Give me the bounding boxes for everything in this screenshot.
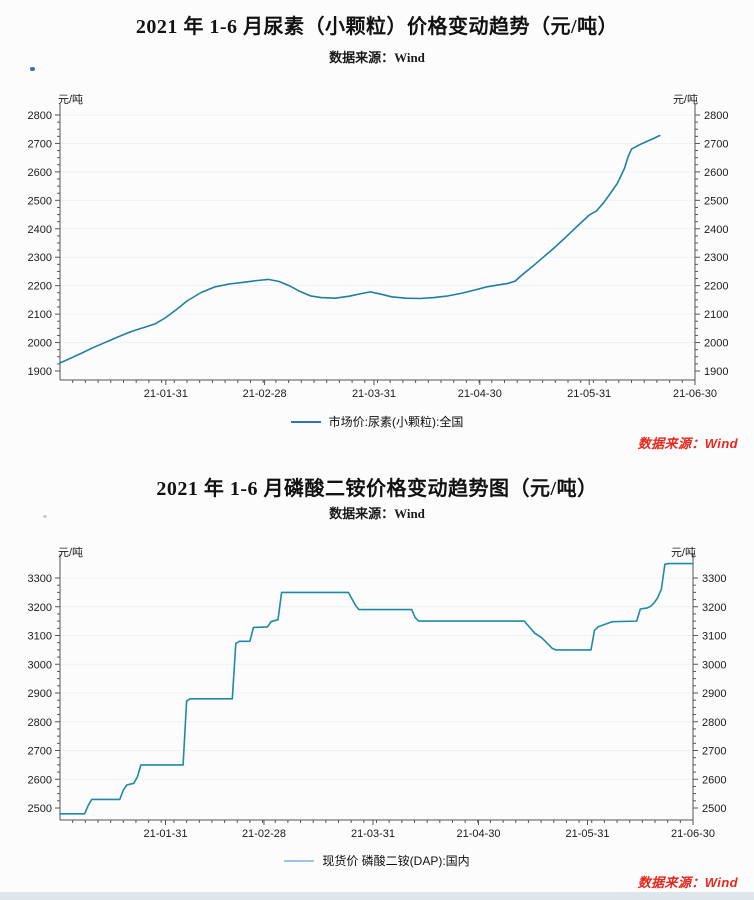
svg-text:2500: 2500 bbox=[28, 195, 52, 207]
axis-unit-labels: 元/吨 元/吨 bbox=[58, 93, 698, 106]
svg-text:2400: 2400 bbox=[704, 224, 728, 236]
svg-text:1900: 1900 bbox=[704, 366, 728, 378]
svg-text:2600: 2600 bbox=[702, 774, 726, 786]
svg-text:21-06-30: 21-06-30 bbox=[673, 388, 717, 400]
svg-text:2800: 2800 bbox=[704, 110, 728, 122]
svg-text:21-03-31: 21-03-31 bbox=[351, 828, 395, 840]
svg-text:2400: 2400 bbox=[28, 224, 52, 236]
svg-text:元/吨: 元/吨 bbox=[58, 93, 83, 106]
dap-price-line-plot: 2500 2500 2600 2600 2700 2700 2800 2800 2900 2900… bbox=[28, 546, 727, 840]
svg-text:2000: 2000 bbox=[28, 338, 52, 350]
svg-text:21-01-31: 21-01-31 bbox=[143, 828, 187, 840]
svg-text:1900: 1900 bbox=[28, 366, 52, 378]
svg-text:3100: 3100 bbox=[702, 631, 726, 643]
urea-chart-subtitle: 数据来源：Wind bbox=[329, 50, 425, 65]
svg-text:2700: 2700 bbox=[704, 138, 728, 150]
dap-legend-label: 现货价 磷酸二铵(DAP):国内 bbox=[322, 854, 470, 868]
svg-text:2300: 2300 bbox=[28, 252, 52, 264]
svg-text:2800: 2800 bbox=[28, 110, 52, 122]
x-axis-ticks: 21-01-31 21-02-28 21-03-31 21-04-30 21-05-31… bbox=[72, 380, 717, 400]
urea-price-line-plot: 1900 1900 2000 2000 2100 2100 2200 2200 2300 2300… bbox=[28, 93, 729, 400]
svg-text:2800: 2800 bbox=[28, 717, 52, 729]
svg-text:21-02-28: 21-02-28 bbox=[242, 828, 286, 840]
gridlines bbox=[60, 577, 693, 780]
svg-text:2800: 2800 bbox=[702, 717, 726, 729]
svg-text:2600: 2600 bbox=[28, 774, 52, 786]
svg-text:3300: 3300 bbox=[702, 573, 726, 585]
dap-legend: 现货价 磷酸二铵(DAP):国内 bbox=[0, 852, 754, 869]
price-line-series bbox=[59, 562, 694, 815]
svg-text:3200: 3200 bbox=[28, 602, 52, 614]
y-axis-ticks: 1900 1900 2000 2000 2100 2100 2200 2200 2300 2300… bbox=[28, 110, 729, 378]
svg-text:2200: 2200 bbox=[28, 281, 52, 293]
gridlines bbox=[60, 114, 695, 344]
svg-text:21-05-31: 21-05-31 bbox=[567, 388, 611, 400]
svg-text:2700: 2700 bbox=[28, 746, 52, 758]
scan-artifact-dot bbox=[30, 67, 35, 71]
svg-text:元/吨: 元/吨 bbox=[673, 93, 698, 106]
legend-line-icon bbox=[290, 420, 321, 423]
svg-text:2900: 2900 bbox=[702, 688, 726, 700]
svg-text:21-06-30: 21-06-30 bbox=[671, 828, 715, 840]
svg-text:2100: 2100 bbox=[704, 309, 728, 321]
svg-text:21-04-30: 21-04-30 bbox=[456, 828, 500, 840]
svg-text:元/吨: 元/吨 bbox=[58, 546, 83, 559]
urea-chart-title: 2021 年 1-6 月尿素（小颗粒）价格变动趋势（元/吨） bbox=[135, 16, 619, 38]
svg-text:2600: 2600 bbox=[28, 167, 52, 179]
svg-text:2500: 2500 bbox=[28, 803, 52, 815]
urea-data-source-note: 数据来源：Wind bbox=[637, 436, 738, 451]
axis-unit-labels: 元/吨 元/吨 bbox=[58, 546, 696, 559]
page-bottom-strip bbox=[0, 892, 754, 900]
svg-text:2600: 2600 bbox=[704, 167, 728, 179]
svg-text:3300: 3300 bbox=[28, 573, 52, 585]
svg-text:3000: 3000 bbox=[28, 659, 52, 671]
dap-chart-title: 2021 年 1-6 月磷酸二铵价格变动趋势图（元/吨） bbox=[156, 478, 598, 500]
dap-data-source-note: 数据来源：Wind bbox=[637, 875, 738, 890]
svg-text:21-03-31: 21-03-31 bbox=[352, 388, 396, 400]
svg-text:3100: 3100 bbox=[28, 631, 52, 643]
svg-text:2100: 2100 bbox=[28, 309, 52, 321]
svg-text:元/吨: 元/吨 bbox=[671, 546, 696, 559]
svg-text:2000: 2000 bbox=[704, 338, 728, 350]
svg-text:2300: 2300 bbox=[704, 252, 728, 264]
x-axis-ticks: 21-01-31 21-02-28 21-03-31 21-04-30 21-05-31… bbox=[72, 820, 715, 840]
price-line-series bbox=[59, 134, 661, 364]
y-axis-ticks: 2500 2500 2600 2600 2700 2700 2800 2800 2900 2900… bbox=[28, 573, 727, 815]
urea-legend: 市场价:尿素(小颗粒):全国 bbox=[0, 413, 754, 430]
svg-text:3000: 3000 bbox=[702, 659, 726, 671]
svg-text:2900: 2900 bbox=[28, 688, 52, 700]
legend-line-icon bbox=[284, 859, 315, 862]
svg-text:21-01-31: 21-01-31 bbox=[144, 388, 188, 400]
svg-text:3200: 3200 bbox=[702, 602, 726, 614]
svg-text:2700: 2700 bbox=[28, 138, 52, 150]
urea-legend-label: 市场价:尿素(小颗粒):全国 bbox=[328, 415, 464, 429]
axes bbox=[59, 104, 696, 381]
svg-text:2500: 2500 bbox=[702, 803, 726, 815]
svg-text:21-04-30: 21-04-30 bbox=[458, 388, 502, 400]
svg-text:21-02-28: 21-02-28 bbox=[243, 388, 287, 400]
svg-text:21-05-31: 21-05-31 bbox=[565, 828, 609, 840]
axes bbox=[59, 554, 694, 821]
svg-text:2200: 2200 bbox=[704, 281, 728, 293]
svg-text:2700: 2700 bbox=[702, 746, 726, 758]
svg-text:2500: 2500 bbox=[704, 195, 728, 207]
scan-artifact-dot bbox=[43, 515, 47, 518]
dap-chart-subtitle: 数据来源：Wind bbox=[329, 506, 425, 521]
